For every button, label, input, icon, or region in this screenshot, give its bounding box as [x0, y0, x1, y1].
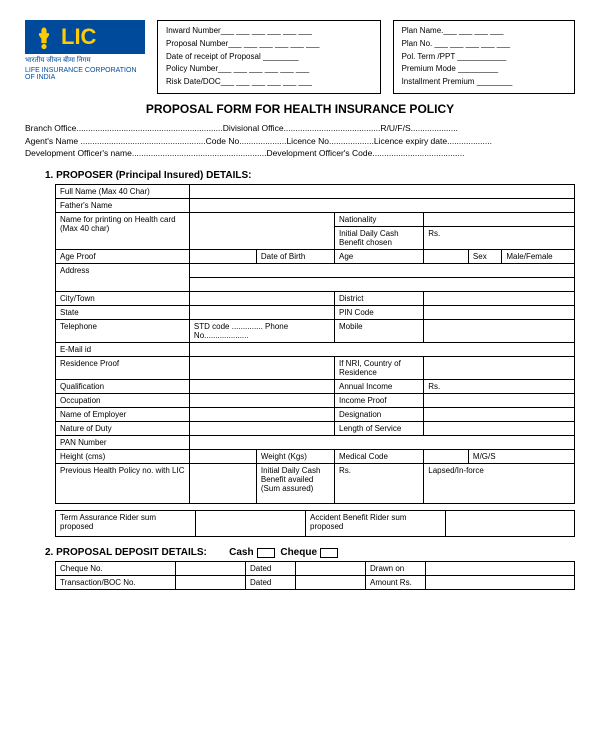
- licence-no-label: Licence No: [286, 136, 329, 146]
- father-label: Father's Name: [56, 199, 190, 213]
- cash-label: Cash: [229, 547, 253, 558]
- telephone-label: Telephone: [56, 320, 190, 343]
- mgs-label: M/G/S: [468, 450, 574, 464]
- divisional-office-label: Divisional Office: [223, 123, 284, 133]
- dev-officer-code-label: Development Officer's Code: [266, 148, 372, 158]
- branch-office-label: Branch Office: [25, 123, 76, 133]
- rider-table: Term Assurance Rider sum proposed Acciden…: [55, 510, 575, 537]
- duty-label: Nature of Duty: [56, 422, 190, 436]
- trans-label: Transaction/BOC No.: [56, 576, 176, 590]
- logo-box: LIC भारतीय जीवन बीमा निगम LIFE INSURANCE…: [25, 20, 145, 94]
- logo-tagline-en: LIFE INSURANCE CORPORATION OF INDIA: [25, 67, 145, 81]
- dob-label: Date of Birth: [256, 250, 334, 264]
- incproof-label: Income Proof: [335, 394, 424, 408]
- email-label: E-Mail id: [56, 343, 190, 357]
- section1-head: 1. PROPOSER (Principal Insured) DETAILS:: [45, 170, 575, 181]
- desig-label: Designation: [335, 408, 424, 422]
- sex-label: Sex: [468, 250, 501, 264]
- deposit-table: Cheque No. Dated Drawn on Transaction/BOC …: [55, 561, 575, 590]
- policy-number-label: Policy Number: [166, 64, 218, 73]
- plan-no-label: Plan No.: [402, 39, 433, 48]
- nationality-label: Nationality: [335, 213, 424, 227]
- occ-label: Occupation: [56, 394, 190, 408]
- prevpol-label: Previous Health Policy no. with LIC: [56, 464, 190, 504]
- rufs-label: R/U/F/S: [380, 123, 410, 133]
- header-row: LIC भारतीय जीवन बीमा निगम LIFE INSURANCE…: [25, 20, 575, 94]
- chqno-label: Cheque No.: [56, 562, 176, 576]
- proposal-number-label: Proposal Number: [166, 39, 228, 48]
- drawn-label: Drawn on: [366, 562, 426, 576]
- lic-logo: LIC: [25, 20, 145, 54]
- rs-label: Rs.: [424, 227, 575, 250]
- idcb-label: Initial Daily Cash Benefit chosen: [335, 227, 424, 250]
- amount-label: Amount Rs.: [366, 576, 426, 590]
- ageproof-label: Age Proof: [56, 250, 190, 264]
- tar-label: Term Assurance Rider sum proposed: [56, 511, 196, 537]
- stdphone-label: STD code .............. Phone No........…: [189, 320, 334, 343]
- height-label: Height (cms): [56, 450, 190, 464]
- age-label: Age: [335, 250, 424, 264]
- address-label: Address: [56, 264, 190, 292]
- agent-lines: Branch Office...........................…: [25, 122, 575, 160]
- risk-date-label: Risk Date/DOC: [166, 77, 221, 86]
- medcode-label: Medical Code: [335, 450, 424, 464]
- district-label: District: [335, 292, 424, 306]
- proposer-table: Full Name (Max 40 Char) Father's Name Na…: [55, 184, 575, 504]
- city-label: City/Town: [56, 292, 190, 306]
- plan-name-label: Plan Name.: [402, 26, 444, 35]
- fullname-label: Full Name (Max 40 Char): [56, 185, 190, 199]
- mobile-label: Mobile: [335, 320, 424, 343]
- dev-officer-name-label: Development Officer's name: [25, 148, 132, 158]
- nri-label: If NRI, Country of Residence: [335, 357, 424, 380]
- section2-title: 2. PROPOSAL DEPOSIT DETAILS:: [45, 547, 207, 558]
- installment-premium-label: Installment Premium: [402, 77, 475, 86]
- printname-label: Name for printing on Health card (Max 40…: [56, 213, 190, 250]
- mf-label: Male/Female: [502, 250, 575, 264]
- pin-label: PIN Code: [335, 306, 424, 320]
- state-label: State: [56, 306, 190, 320]
- employer-label: Name of Employer: [56, 408, 190, 422]
- receipt-date-label: Date of receipt of Proposal: [166, 52, 261, 61]
- logo-tagline-hi: भारतीय जीवन बीमा निगम: [25, 56, 145, 65]
- rs-income: Rs.: [424, 380, 575, 394]
- weight-label: Weight (Kgs): [256, 450, 334, 464]
- premium-mode-label: Premium Mode: [402, 64, 456, 73]
- hands-icon: [31, 24, 57, 50]
- info-box-left: Inward Number___ ___ ___ ___ ___ ___ Pro…: [157, 20, 381, 94]
- lapsed-label: Lapsed/In-force: [424, 464, 575, 504]
- pol-term-label: Pol. Term /PPT: [402, 52, 456, 61]
- licence-expiry-label: Licence expiry date: [374, 136, 447, 146]
- logo-text: LIC: [61, 24, 96, 50]
- abr-label: Accident Benefit Rider sum proposed: [306, 511, 446, 537]
- inward-number-label: Inward Number: [166, 26, 221, 35]
- section2-head: 2. PROPOSAL DEPOSIT DETAILS: Cash Cheque: [45, 547, 575, 558]
- agent-name-label: Agent's Name: [25, 136, 78, 146]
- qual-label: Qualification: [56, 380, 190, 394]
- idcba-label: Initial Daily Cash Benefit availed (Sum …: [256, 464, 334, 504]
- form-title: PROPOSAL FORM FOR HEALTH INSURANCE POLIC…: [25, 102, 575, 116]
- dated2-label: Dated: [246, 576, 296, 590]
- cheque-label: Cheque: [280, 547, 317, 558]
- info-box-right: Plan Name.___ ___ ___ ___ Plan No. ___ _…: [393, 20, 575, 94]
- los-label: Length of Service: [335, 422, 424, 436]
- code-no-label: Code No: [206, 136, 240, 146]
- rs-idcba: Rs.: [335, 464, 424, 504]
- cheque-checkbox[interactable]: [320, 548, 338, 558]
- dated1-label: Dated: [246, 562, 296, 576]
- cash-checkbox[interactable]: [257, 548, 275, 558]
- resproof-label: Residence Proof: [56, 357, 190, 380]
- pan-label: PAN Number: [56, 436, 190, 450]
- income-label: Annual Income: [335, 380, 424, 394]
